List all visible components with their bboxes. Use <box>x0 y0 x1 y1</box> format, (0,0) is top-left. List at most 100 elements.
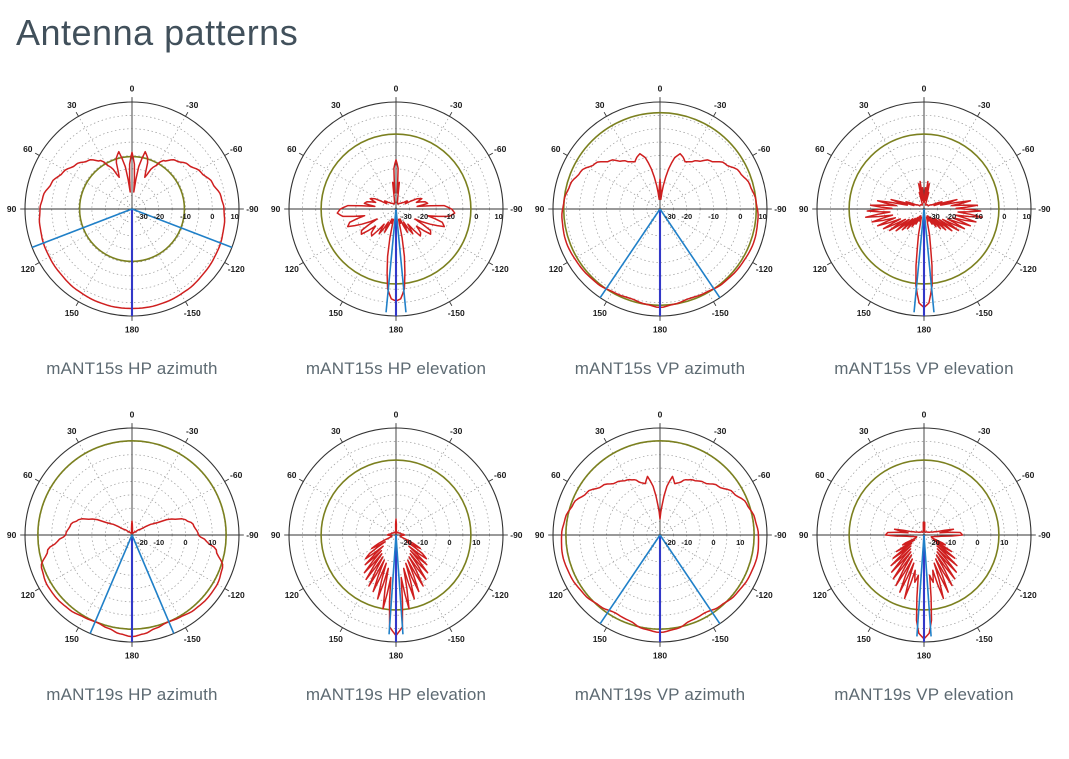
radial-tick-label: 10 <box>472 538 480 547</box>
angle-tick-label: -120 <box>228 265 245 275</box>
polar-chart: 0 30 60 90 120 150 180 -30 -60 -90 -120 -150 -20 -10 0… <box>7 410 259 661</box>
angle-tick-label: 0 <box>922 84 927 94</box>
radial-tick-label: -20 <box>945 212 956 221</box>
polar-chart: 0 30 60 90 120 150 180 -30 -60 -90 -120 -150 -30 -20 -… <box>7 84 259 335</box>
angle-tick-label: 150 <box>593 635 607 645</box>
radial-tick-label: 0 <box>474 212 478 221</box>
angle-tick-label: -60 <box>758 470 771 480</box>
radial-tick-label: -30 <box>665 212 676 221</box>
angle-tick-label: 180 <box>917 651 931 661</box>
angle-tick-label: -30 <box>450 426 463 436</box>
radial-tick-label: -10 <box>417 538 428 547</box>
radial-tick-label: 0 <box>210 212 214 221</box>
angle-tick-label: 0 <box>658 84 663 94</box>
radial-tick-label: -20 <box>929 538 940 547</box>
angle-tick-label: 120 <box>549 591 563 601</box>
plot-caption: mANT19s HP elevation <box>305 685 487 705</box>
radial-tick-label: 0 <box>183 538 187 547</box>
radial-tick-label: -20 <box>417 212 428 221</box>
angle-tick-label: -30 <box>978 426 991 436</box>
radial-tick-label: -10 <box>681 538 692 547</box>
antenna-plot-1: 0 30 60 90 120 150 180 -30 -60 -90 -120 -150 -30 -20 -… <box>1 81 263 379</box>
polar-chart: 0 30 60 90 120 150 180 -30 -60 -90 -120 -150 -20 -10 0… <box>271 410 523 661</box>
angle-tick-label: 150 <box>65 635 79 645</box>
angle-tick-label: -120 <box>1020 265 1037 275</box>
angle-tick-label: -90 <box>1038 530 1051 540</box>
angle-tick-label: -60 <box>758 144 771 154</box>
angle-tick-label: 150 <box>329 635 343 645</box>
radial-tick-label: 10 <box>208 538 216 547</box>
plot-caption: mANT15s VP elevation <box>834 359 1014 379</box>
angle-tick-label: 0 <box>394 410 399 420</box>
plot-caption: mANT15s HP azimuth <box>46 359 218 379</box>
angle-tick-label: 30 <box>67 426 77 436</box>
angle-tick-label: -150 <box>448 635 465 645</box>
radial-tick-label: -20 <box>681 212 692 221</box>
angle-tick-label: -60 <box>1022 470 1035 480</box>
angle-tick-label: 60 <box>23 470 33 480</box>
radial-tick-label: 10 <box>495 212 503 221</box>
angle-tick-label: -120 <box>756 265 773 275</box>
angle-tick-label: 150 <box>65 309 79 319</box>
angle-tick-label: -60 <box>1022 144 1035 154</box>
polar-chart: 0 30 60 90 120 150 180 -30 -60 -90 -120 -150 -30 -20 -… <box>799 84 1051 335</box>
angle-tick-label: 30 <box>331 100 341 110</box>
angle-tick-label: 180 <box>389 651 403 661</box>
angle-tick-label: 180 <box>653 325 667 335</box>
angle-tick-label: 180 <box>917 325 931 335</box>
antenna-plot-8: 0 30 60 90 120 150 180 -30 -60 -90 -120 -150 -20 -10 0… <box>793 407 1055 705</box>
plot-caption: mANT15s VP azimuth <box>574 359 746 379</box>
angle-tick-label: -150 <box>448 309 465 319</box>
radial-tick-label: -10 <box>708 212 719 221</box>
radial-tick-label: -20 <box>153 212 164 221</box>
polar-chart: 0 30 60 90 120 150 180 -30 -60 -90 -120 -150 -20 -10 0… <box>799 410 1051 661</box>
angle-tick-label: -30 <box>186 100 199 110</box>
antenna-plot-7: 0 30 60 90 120 150 180 -30 -60 -90 -120 -150 -20 -10 0… <box>529 407 791 705</box>
radial-tick-label: -20 <box>401 538 412 547</box>
angle-tick-label: 150 <box>593 309 607 319</box>
angle-tick-label: 90 <box>7 204 17 214</box>
radial-tick-label: 0 <box>1002 212 1006 221</box>
angle-tick-label: -30 <box>450 100 463 110</box>
angle-tick-label: 180 <box>125 325 139 335</box>
page-title: Antenna patterns <box>16 12 299 53</box>
angle-tick-label: -90 <box>246 204 259 214</box>
plot-caption: mANT19s HP azimuth <box>46 685 218 705</box>
antenna-plot-3: 0 30 60 90 120 150 180 -30 -60 -90 -120 -150 -30 -20 -… <box>529 81 791 379</box>
radial-tick-label: 0 <box>975 538 979 547</box>
radial-tick-label: -20 <box>665 538 676 547</box>
angle-tick-label: 120 <box>549 265 563 275</box>
angle-tick-label: 180 <box>653 651 667 661</box>
angle-tick-label: -90 <box>774 530 787 540</box>
radial-tick-label: 10 <box>231 212 239 221</box>
angle-tick-label: -60 <box>230 470 243 480</box>
angle-tick-label: 30 <box>331 426 341 436</box>
radial-tick-label: -10 <box>972 212 983 221</box>
angle-tick-label: 90 <box>271 530 281 540</box>
angle-tick-label: -90 <box>510 204 523 214</box>
angle-tick-label: 120 <box>285 265 299 275</box>
radial-tick-label: -30 <box>401 212 412 221</box>
polar-chart: 0 30 60 90 120 150 180 -30 -60 -90 -120 -150 -30 -20 -… <box>271 84 523 335</box>
angle-tick-label: 120 <box>285 591 299 601</box>
angle-tick-label: 0 <box>394 84 399 94</box>
angle-tick-label: -30 <box>186 426 199 436</box>
radial-tick-label: -30 <box>929 212 940 221</box>
angle-tick-label: -90 <box>510 530 523 540</box>
angle-tick-label: 0 <box>130 410 135 420</box>
radial-tick-label: 0 <box>711 538 715 547</box>
angle-tick-label: 0 <box>658 410 663 420</box>
polar-chart: 0 30 60 90 120 150 180 -30 -60 -90 -120 -150 -30 -20 -… <box>535 84 787 335</box>
angle-tick-label: 90 <box>535 204 545 214</box>
angle-tick-label: 60 <box>551 470 561 480</box>
angle-tick-label: 30 <box>595 100 605 110</box>
radial-tick-label: 10 <box>759 212 767 221</box>
angle-tick-label: -60 <box>494 144 507 154</box>
angle-tick-label: -30 <box>978 100 991 110</box>
angle-tick-label: 120 <box>21 265 35 275</box>
antenna-plot-2: 0 30 60 90 120 150 180 -30 -60 -90 -120 -150 -30 -20 -… <box>265 81 527 379</box>
angle-tick-label: 60 <box>815 470 825 480</box>
radial-tick-label: 10 <box>1000 538 1008 547</box>
antenna-pattern-grid: 0 30 60 90 120 150 180 -30 -60 -90 -120 -150 -30 -20-… <box>1 81 1069 705</box>
angle-tick-label: 0 <box>130 84 135 94</box>
